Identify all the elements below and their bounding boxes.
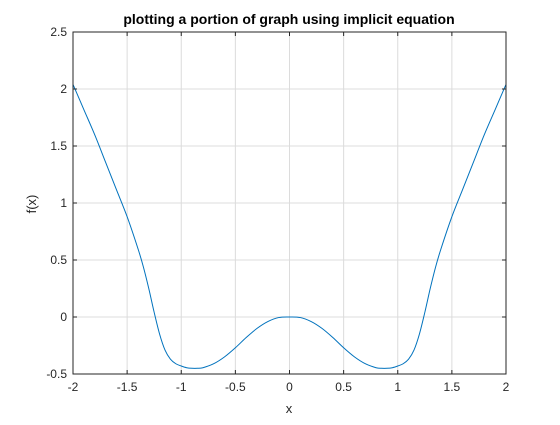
y-axis-ticks: -0.5 0 0.5 1 1.5 2 2.5 [46, 25, 506, 381]
y-axis-label: f(x) [24, 195, 39, 214]
y-tick-label: 1.5 [50, 139, 67, 153]
x-axis-label: x [286, 401, 293, 416]
x-tick-label: 1.5 [444, 380, 461, 394]
y-tick-label: 0 [60, 310, 67, 324]
x-tick-label: -0.5 [225, 380, 246, 394]
x-tick-label: 0 [286, 380, 293, 394]
x-tick-label: -1 [176, 380, 187, 394]
y-tick-label: 0.5 [50, 253, 67, 267]
y-tick-label: 2 [60, 82, 67, 96]
x-tick-label: -1.5 [117, 380, 138, 394]
x-tick-label: 2 [503, 380, 510, 394]
grid [72, 31, 507, 375]
y-tick-label: -0.5 [46, 367, 67, 381]
chart-title: plotting a portion of graph using implic… [123, 11, 454, 27]
y-tick-label: 1 [60, 196, 67, 210]
series-line [72, 84, 507, 369]
x-tick-label: 1 [394, 380, 401, 394]
y-tick-label: 2.5 [50, 25, 67, 39]
x-tick-label: -2 [68, 380, 79, 394]
x-tick-label: 0.5 [335, 380, 352, 394]
x-axis-ticks: -2 -1.5 -1 -0.5 0 0.5 1 1.5 2 [68, 32, 510, 394]
